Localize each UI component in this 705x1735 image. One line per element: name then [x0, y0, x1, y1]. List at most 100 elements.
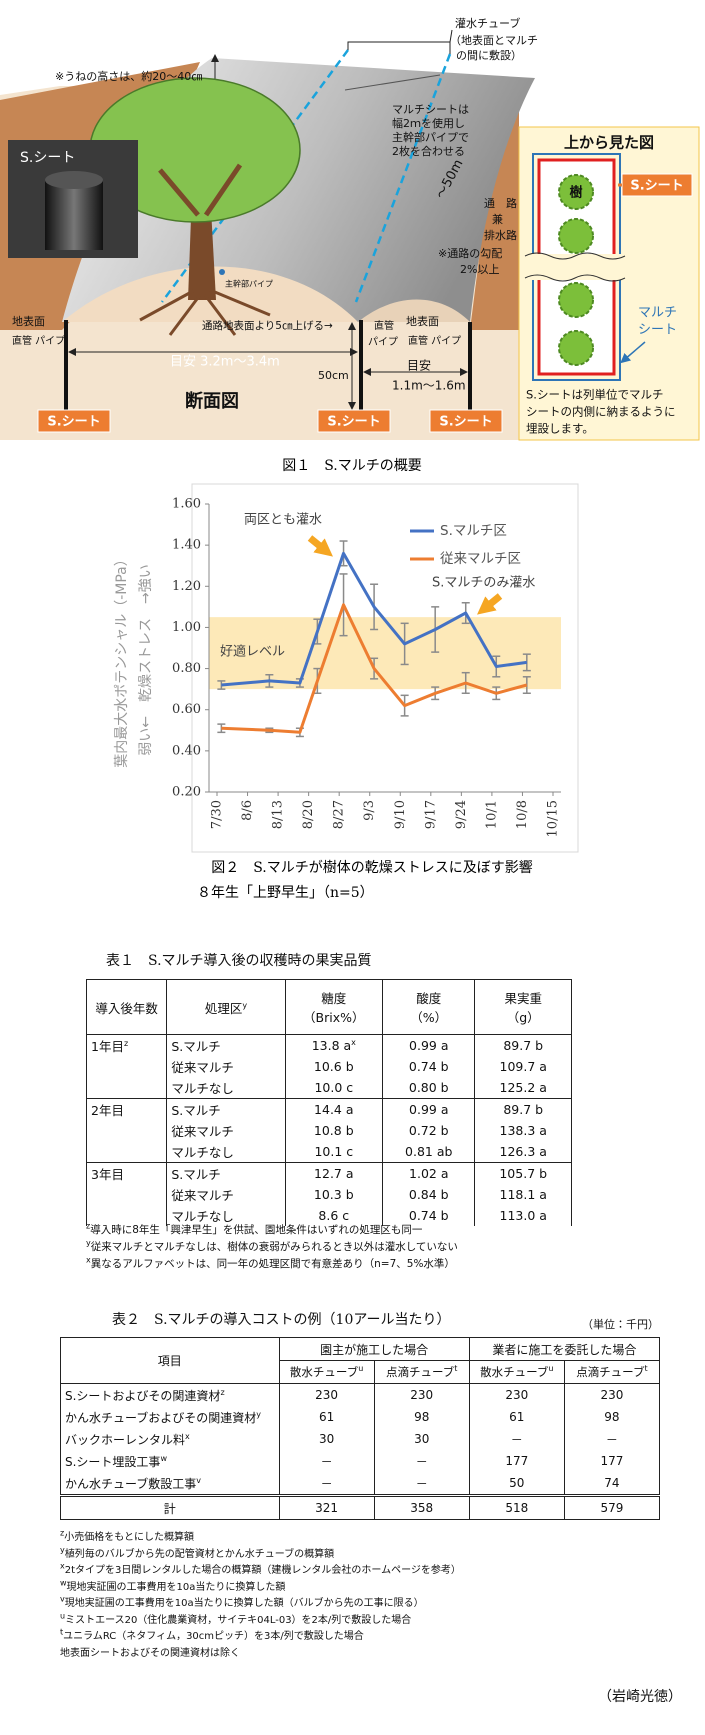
label: パイプ [368, 336, 398, 348]
note-mark: v [60, 1594, 65, 1604]
y-tick-label: 0.40 [172, 743, 201, 758]
note-text: 現地実証圃の工事費用を10a当たりに換算した額（バルブから先の工事に限る） [64, 1598, 424, 1609]
header-text: 処理区 [204, 1000, 243, 1016]
line: 糖度 [290, 988, 379, 1007]
header-cell: 散水チューブu [278, 1360, 375, 1384]
label: （地表面とマルチ [450, 34, 538, 47]
note: tユニラムRC（ネタフィム，30cmピッチ）を3本/列で敷設した場合 [60, 1628, 461, 1646]
year-cell: 1年目z [85, 1034, 168, 1099]
cell: 0.74 b [382, 1056, 476, 1077]
caption: 図２ S.マルチが樹体の乾燥ストレスに及ぼす影響 [211, 860, 533, 876]
cell: 13.8 ax [284, 1034, 384, 1056]
cell-text: － [320, 1454, 333, 1469]
line: 酸度 [387, 988, 470, 1007]
header-text: 果実重 [504, 991, 542, 1006]
x-tick-label: 8/6 [240, 800, 255, 821]
y-tick-label: 0.60 [172, 702, 201, 717]
cell: 98 [373, 1406, 470, 1428]
header-cell: 果実重 （g） [474, 979, 572, 1035]
cell: 138.3 a [474, 1120, 572, 1141]
cell-text: 2年目 [91, 1103, 124, 1118]
cell: S.マルチ [166, 1034, 286, 1056]
cell: 8.6 c [284, 1205, 384, 1226]
section-title: 断面図 [185, 391, 239, 412]
cell-text: 10.1 c [314, 1144, 354, 1159]
pipe-dot [219, 269, 225, 275]
caption: ８年生「上野早生」（n=5） [197, 885, 374, 901]
cell: 0.81 ab [382, 1141, 476, 1163]
cell-text: 98 [604, 1410, 620, 1424]
break [525, 254, 625, 280]
y-tick-label: 0.20 [172, 785, 201, 800]
error-bar [522, 676, 531, 695]
y-axis-label: 弱い← 乾燥ストレス →強い [138, 564, 154, 755]
header-text: 導入後年数 [95, 1000, 158, 1016]
cell-text: 321 [315, 1501, 339, 1515]
cell: 10.0 c [284, 1077, 384, 1099]
cell: 74 [563, 1472, 661, 1496]
branches [158, 163, 243, 217]
sheet-tag [37, 409, 111, 433]
cell-text: 30 [318, 1432, 335, 1446]
error-bar [217, 680, 226, 690]
note: v現地実証圃の工事費用を10a当たりに換算した額（バルブから先の工事に限る） [60, 1594, 461, 1613]
cell: 61 [468, 1406, 565, 1428]
label: 排水路 [484, 228, 517, 242]
row: マルチなし 10.0 c 0.80 b 125.2 a [87, 1077, 572, 1099]
cell-text: 138.3 a [499, 1123, 547, 1138]
header-cell: 点滴チューブt [373, 1360, 470, 1384]
sheet-tag-label: S.シート [630, 179, 683, 194]
cell: 518 [468, 1494, 565, 1520]
note: z導入時に8年生「興津早生」を供試、園地条件はいずれの処理区も同一 [86, 1222, 458, 1239]
label: 2枚を合わせる [392, 144, 465, 158]
cell-text: 518 [505, 1501, 529, 1515]
cell: － [278, 1450, 375, 1472]
cell-text: 従来マルチ [171, 1188, 234, 1203]
soil [470, 88, 519, 330]
note-mark: x [60, 1561, 65, 1571]
cell: S.マルチ [166, 1098, 286, 1120]
header-cell: 項目 [60, 1337, 280, 1384]
note-text: ミストエース20（住化農業資材，サイテキ04L-03）を2本/列で敷設した場合 [65, 1614, 412, 1626]
label: 地表面 [406, 315, 439, 328]
cell: 230 [563, 1383, 661, 1406]
x-tick-label: 9/24 [454, 800, 469, 829]
cell-text: 計 [163, 1501, 176, 1516]
cell-text: － [320, 1476, 333, 1491]
cell-text: 10.3 b [313, 1187, 354, 1202]
note: y従来マルチとマルチなしは、樹体の衰弱がみられるとき以外は灌水していない [86, 1239, 458, 1256]
chart: 好適レベル 0.20 0.40 0.60 0.80 1.00 1.20 1.40 1.60 7/3… [114, 483, 579, 853]
label: マルチ [638, 306, 677, 321]
x-tick-label: 9/3 [362, 800, 377, 821]
chart-frame [191, 483, 579, 853]
cell-text: かん水チューブ敷設工事 [65, 1476, 197, 1491]
cell-text: 89.7 b [503, 1102, 544, 1117]
cell-text: 177 [600, 1454, 624, 1468]
note-text: 2tタイプを3日間レンタルした場合の概算額（建機レンタル会社のホームページを参考… [64, 1565, 461, 1576]
line: （g） [479, 1007, 567, 1026]
cell-text: 従来マルチ [171, 1060, 234, 1075]
label: 主幹部パイプで [392, 131, 469, 144]
label: の間に敷設） [456, 48, 522, 62]
row: 計 321 358 518 579 [60, 1494, 661, 1520]
label: 通路地表面より5㎝上げる→ [202, 319, 333, 332]
row: マルチなし 10.1 c 0.81 ab 126.3 a [87, 1141, 572, 1163]
cell: バックホーレンタル料x [60, 1428, 280, 1450]
cell: 10.1 c [284, 1141, 384, 1163]
error-bar [522, 653, 531, 672]
cell-text: － [605, 1432, 618, 1447]
note-text: 植列毎のバルブから先の配管資材とかん水チューブの概算額 [64, 1548, 335, 1560]
cell-text: 230 [600, 1388, 624, 1402]
cell-text: 14.4 a [314, 1102, 354, 1117]
cell-text: S.シートおよびその関連資材 [65, 1388, 221, 1403]
cell: 177 [563, 1450, 661, 1472]
note-text: 異なるアルファベットは、同一年の処理区間で有意差あり（n=7、5%水準） [90, 1258, 455, 1270]
x-tick-label: 8/27 [332, 800, 347, 829]
cell-text: マルチなし [171, 1081, 234, 1096]
figures: 灌水チューブ （地表面とマルチ の間に敷設） ※うねの高さは、約20～40㎝ マ… [0, 16, 700, 901]
label: マルチシートは [392, 103, 469, 116]
row: 従来マルチ 10.6 b 0.74 b 109.7 a [87, 1056, 572, 1077]
row: 1年目z S.マルチ 13.8 ax 0.99 a 89.7 b [85, 1034, 572, 1099]
cell: － [373, 1450, 470, 1472]
legend-label: S.マルチ区 [440, 523, 507, 539]
